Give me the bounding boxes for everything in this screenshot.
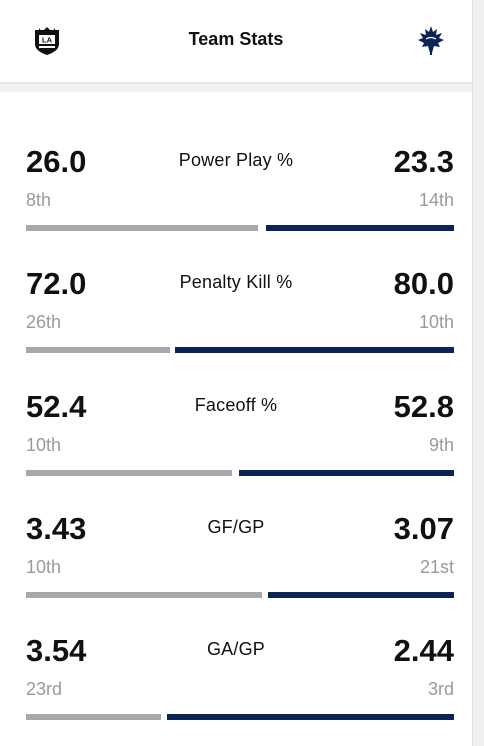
- home-comparison-bar: [266, 225, 454, 231]
- home-stat-value: 2.44: [393, 633, 454, 668]
- stat-row-power-play: 26.0 Power Play % 23.3 8th 14th: [0, 144, 472, 254]
- la-kings-logo-icon: LA: [32, 24, 62, 56]
- away-stat-value: 3.54: [26, 633, 87, 668]
- away-stat-rank: 8th: [26, 190, 52, 210]
- page-title: Team Stats: [188, 29, 284, 49]
- away-stat-rank: 10th: [26, 435, 62, 455]
- home-stat-rank: 3rd: [427, 679, 454, 699]
- stats-panel: 26.0 Power Play % 23.3 8th 14th 72.0 Pen…: [0, 92, 472, 746]
- home-stat-value: 23.3: [393, 144, 454, 179]
- home-stat-rank: 14th: [418, 190, 454, 210]
- away-comparison-bar: [26, 470, 232, 476]
- maple-leaf-logo-icon: [416, 24, 446, 56]
- away-stat-value: 52.4: [26, 389, 87, 424]
- home-stat-value: 80.0: [393, 266, 454, 301]
- stat-label: Faceoff %: [194, 395, 278, 415]
- stat-row-gf-gp: 3.43 GF/GP 3.07 10th 21st: [0, 511, 472, 621]
- stat-row-faceoff: 52.4 Faceoff % 52.8 10th 9th: [0, 389, 472, 499]
- away-stat-value: 3.43: [26, 511, 87, 546]
- stat-row-penalty-kill: 72.0 Penalty Kill % 80.0 26th 10th: [0, 266, 472, 376]
- home-stat-value: 52.8: [393, 389, 454, 424]
- away-stat-value: 72.0: [26, 266, 87, 301]
- home-stat-rank: 9th: [428, 435, 454, 455]
- stat-label: GF/GP: [207, 517, 265, 537]
- away-comparison-bar: [26, 347, 170, 353]
- stat-label: Penalty Kill %: [179, 272, 293, 292]
- away-stat-rank: 26th: [26, 312, 62, 332]
- away-stat-value: 26.0: [26, 144, 87, 179]
- home-stat-value: 3.07: [393, 511, 454, 546]
- stat-label: GA/GP: [206, 639, 265, 659]
- home-comparison-bar: [175, 347, 454, 353]
- home-comparison-bar: [268, 592, 454, 598]
- away-stat-rank: 10th: [26, 557, 62, 577]
- scrollbar[interactable]: [472, 0, 484, 746]
- home-stat-rank: 10th: [418, 312, 454, 332]
- away-stat-rank: 23rd: [26, 679, 63, 699]
- away-comparison-bar: [26, 714, 161, 720]
- away-comparison-bar: [26, 592, 262, 598]
- home-stat-rank: 21st: [419, 557, 454, 577]
- stat-label: Power Play %: [178, 150, 294, 170]
- svg-text:LA: LA: [42, 36, 53, 45]
- home-comparison-bar: [167, 714, 454, 720]
- team-stats-header: LA Team Stats: [0, 0, 472, 84]
- away-comparison-bar: [26, 225, 258, 231]
- stat-row-ga-gp: 3.54 GA/GP 2.44 23rd 3rd: [0, 633, 472, 743]
- home-comparison-bar: [239, 470, 454, 476]
